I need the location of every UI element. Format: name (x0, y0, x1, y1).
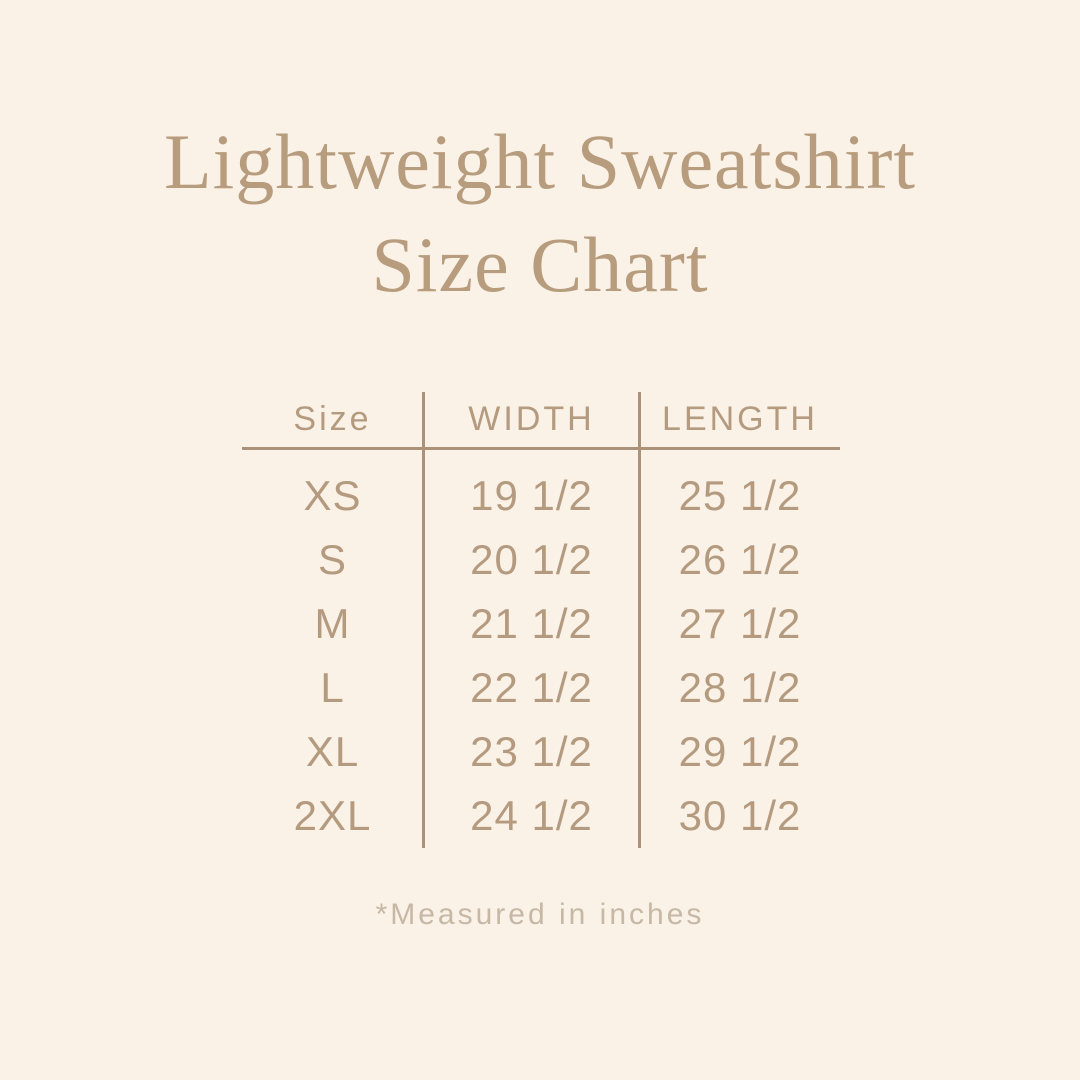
width-value: 23 1/2 (470, 728, 593, 775)
size-label: M (314, 600, 351, 647)
size-label: S (317, 536, 347, 583)
header-size: Size (293, 400, 372, 438)
column-divider-1 (422, 392, 425, 848)
table-header-row: Size WIDTH LENGTH (242, 392, 840, 450)
width-value: 21 1/2 (470, 600, 593, 647)
column-divider-2 (638, 392, 641, 848)
page-title: Lightweight Sweatshirt Size Chart (0, 110, 1080, 316)
measurement-footnote: *Measured in inches (375, 898, 705, 931)
table-row: XS 19 1/2 25 1/2 (242, 464, 840, 528)
size-label: L (320, 664, 345, 711)
size-label: XL (305, 728, 360, 775)
page-title-line1: Lightweight Sweatshirt (163, 118, 917, 205)
table-row: L 22 1/2 28 1/2 (242, 656, 840, 720)
size-table: Size WIDTH LENGTH XS 19 1/2 25 1/2 S 20 … (242, 392, 840, 848)
width-value: 19 1/2 (470, 472, 593, 519)
length-value: 28 1/2 (678, 664, 802, 711)
length-value: 25 1/2 (678, 472, 802, 519)
width-value: 24 1/2 (470, 792, 593, 839)
table-row: XL 23 1/2 29 1/2 (242, 720, 840, 784)
size-label: 2XL (293, 792, 372, 839)
width-value: 22 1/2 (470, 664, 593, 711)
length-value: 29 1/2 (678, 728, 802, 775)
header-length: LENGTH (662, 400, 818, 438)
table-row: 2XL 24 1/2 30 1/2 (242, 784, 840, 848)
table-row: M 21 1/2 27 1/2 (242, 592, 840, 656)
length-value: 27 1/2 (678, 600, 802, 647)
width-value: 20 1/2 (470, 536, 593, 583)
table-row: S 20 1/2 26 1/2 (242, 528, 840, 592)
table-body: XS 19 1/2 25 1/2 S 20 1/2 26 1/2 M 21 1/… (242, 450, 840, 848)
length-value: 30 1/2 (678, 792, 802, 839)
length-value: 26 1/2 (678, 536, 802, 583)
page-title-line2: Size Chart (371, 221, 709, 308)
header-width: WIDTH (468, 400, 595, 438)
size-label: XS (303, 472, 362, 519)
